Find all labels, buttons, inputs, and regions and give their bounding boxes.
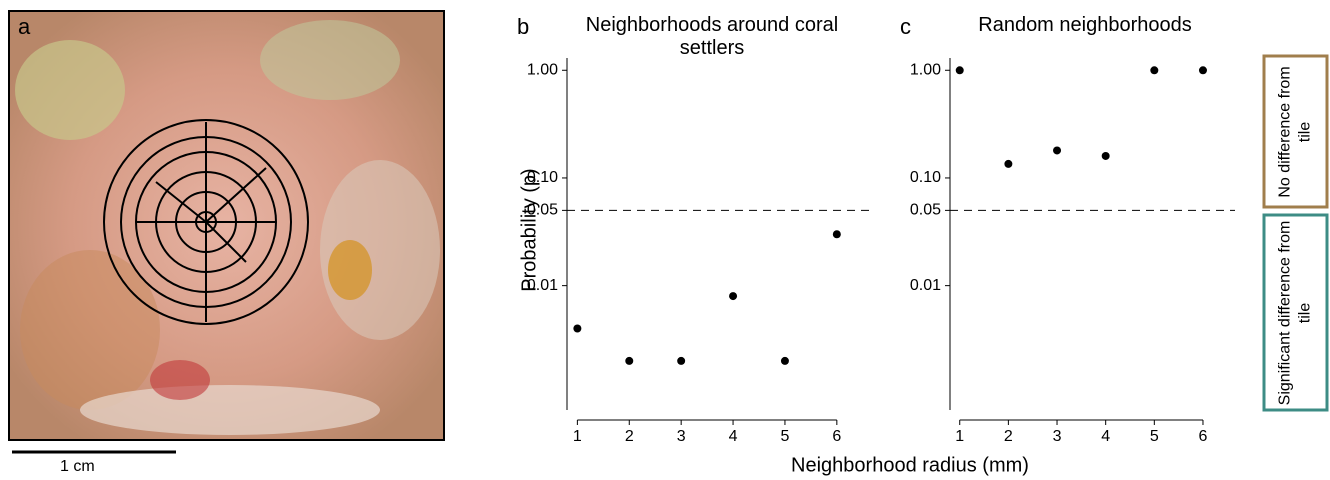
y-tick-label: 0.10 xyxy=(527,169,558,186)
y-tick-label: 0.01 xyxy=(527,277,558,294)
side-label: Significant difference from tile xyxy=(1273,220,1317,405)
point xyxy=(573,324,581,332)
chart-title: Neighborhoods around coral settlers xyxy=(582,14,842,60)
x-tick-label: 3 xyxy=(677,428,686,445)
point xyxy=(956,66,964,74)
side-label: No difference from tile xyxy=(1273,61,1317,202)
y-tick-label: 0.05 xyxy=(910,202,941,219)
chart: a 1 cm Neighborhood radius (mm) Probabil… xyxy=(0,0,1330,480)
y-axis-label: Probability (p) xyxy=(518,168,540,291)
x-tick-label: 2 xyxy=(1004,428,1013,445)
point xyxy=(1150,66,1158,74)
x-tick-label: 2 xyxy=(625,428,634,445)
point xyxy=(729,292,737,300)
y-tick-label: 1.00 xyxy=(910,61,941,78)
chart-title: Random neighborhoods xyxy=(955,14,1215,37)
panel-label: b xyxy=(517,14,529,39)
y-tick-label: 1.00 xyxy=(527,61,558,78)
point xyxy=(1004,160,1012,168)
x-tick-label: 4 xyxy=(1101,428,1110,445)
x-tick-label: 5 xyxy=(1150,428,1159,445)
x-tick-label: 6 xyxy=(1199,428,1208,445)
x-tick-label: 3 xyxy=(1053,428,1062,445)
panel-label: a xyxy=(18,14,31,39)
point xyxy=(833,230,841,238)
x-axis-label: Neighborhood radius (mm) xyxy=(791,454,1029,476)
point xyxy=(781,357,789,365)
y-tick-label: 0.10 xyxy=(910,169,941,186)
panel-label: c xyxy=(900,14,911,39)
x-tick-label: 5 xyxy=(780,428,789,445)
point xyxy=(1199,66,1207,74)
figure: a 1 cm Neighborhood radius (mm) Probabil… xyxy=(0,0,1330,480)
photo xyxy=(9,11,444,440)
point xyxy=(625,357,633,365)
y-tick-label: 0.01 xyxy=(910,277,941,294)
x-tick-label: 6 xyxy=(832,428,841,445)
x-tick-label: 1 xyxy=(573,428,582,445)
point xyxy=(1053,146,1061,154)
x-tick-label: 1 xyxy=(955,428,964,445)
point xyxy=(677,357,685,365)
y-tick-label: 0.05 xyxy=(527,202,558,219)
point xyxy=(1102,152,1110,160)
scale-label: 1 cm xyxy=(60,458,95,475)
x-tick-label: 4 xyxy=(729,428,738,445)
